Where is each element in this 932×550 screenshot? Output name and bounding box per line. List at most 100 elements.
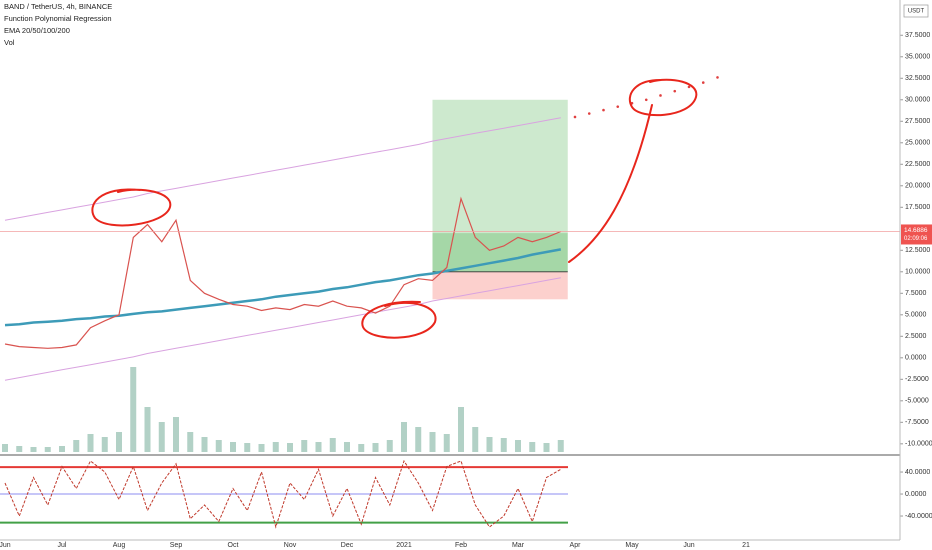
volume-bar [2, 444, 8, 452]
y-tick-label: -10.0000 [905, 441, 932, 448]
indicator-label: Function Polynomial Regression [4, 14, 112, 23]
currency-box[interactable] [903, 4, 929, 18]
plot-layer: 37.5000 35.0000 32.5000 30.0000 27.5000 25.00… [0, 32, 932, 549]
annotation-circle [628, 78, 698, 117]
volume-bar [44, 447, 51, 452]
volume-bar [144, 407, 151, 452]
volume-bar [429, 432, 436, 452]
x-tick-label: Nov [284, 542, 297, 549]
volume-bar [244, 443, 251, 452]
y-tick-label: 27.5000 [905, 118, 930, 125]
x-tick-label: May [625, 542, 639, 549]
oscillator-line [4, 459, 562, 529]
x-tick-label: Feb [455, 542, 467, 549]
x-tick-label: 21 [742, 542, 750, 549]
volume-bar [116, 432, 122, 452]
y-tick-label: 35.0000 [905, 54, 930, 61]
y-tick-label: 2.5000 [905, 333, 927, 340]
x-tick-label: Apr [570, 542, 582, 549]
y-tick-label: 12.5000 [905, 247, 930, 254]
volume-bar [543, 443, 550, 452]
projection-dot [687, 85, 691, 89]
projection-dot [701, 81, 705, 84]
y-tick-label: 10.0000 [905, 269, 930, 276]
volume-bar [187, 432, 194, 452]
projection-dot [673, 89, 677, 93]
volume-bar [130, 367, 137, 452]
y-tick-label: -40.0000 [905, 513, 932, 520]
annotation-circle [91, 188, 172, 227]
x-tick-label: Jun [0, 542, 11, 549]
volume-bar [158, 422, 165, 452]
indicator-label: Vol [4, 38, 15, 47]
x-tick-label: Jun [683, 542, 694, 549]
volume-bar [401, 422, 407, 452]
volume-bar [415, 427, 422, 452]
regression-line [4, 277, 561, 381]
volume-bar [486, 437, 493, 452]
x-tick-label: Sep [170, 542, 183, 549]
volume-bar [201, 437, 208, 452]
projection-dot [716, 76, 719, 79]
projection-dot [644, 98, 648, 102]
volume-bar [344, 442, 350, 452]
x-tick-label: Oct [228, 542, 239, 549]
volume-bar [458, 407, 464, 452]
volume-bar [101, 437, 108, 452]
volume-bar [472, 427, 479, 452]
volume-bar [215, 440, 222, 452]
volume-bar [329, 438, 336, 452]
projection-dot [587, 112, 591, 115]
volume-bar [230, 442, 236, 452]
x-tick-label: Jul [58, 542, 67, 549]
y-tick-label: 5.0000 [905, 312, 927, 319]
y-tick-label: 32.5000 [905, 75, 930, 82]
x-tick-label: Mar [512, 542, 525, 549]
volume-bar [372, 443, 379, 452]
volume-bar [529, 442, 536, 452]
y-tick-label: 25.0000 [905, 140, 930, 147]
y-tick-label: 37.5000 [905, 32, 930, 39]
annotation-circle [361, 300, 437, 339]
price-line [4, 196, 562, 349]
indicator-label: EMA 20/50/100/200 [4, 26, 70, 35]
volume-bar [59, 446, 65, 452]
projection-dot [573, 115, 577, 119]
y-tick-label: -2.5000 [905, 376, 929, 383]
x-tick-label: 2021 [396, 542, 412, 549]
volume-bar [557, 440, 564, 452]
y-tick-label: 20.0000 [905, 183, 930, 190]
volume-bar [315, 442, 322, 452]
regression-line [4, 248, 562, 327]
stop-zone [432, 271, 568, 300]
volume-bar [173, 417, 179, 452]
volume-bar [386, 440, 393, 452]
volume-bar [272, 442, 279, 452]
volume-bar [258, 444, 265, 452]
y-tick-label: 0.0000 [905, 491, 927, 498]
volume-bar [287, 443, 293, 452]
volume-bar [73, 440, 80, 452]
last-price-box [901, 224, 932, 245]
volume-bar [301, 440, 308, 452]
volume-bar [16, 446, 23, 452]
projection-dot [602, 108, 605, 112]
y-tick-label: 7.5000 [905, 290, 927, 297]
x-tick-label: Dec [341, 542, 354, 549]
projection-dot [616, 105, 620, 108]
volume-bar [87, 434, 94, 452]
y-tick-label: 22.5000 [905, 161, 930, 168]
currency-label: USDT [908, 9, 925, 15]
last-price-label: 14.6886 [904, 227, 928, 234]
regression-line [4, 117, 561, 221]
annotations [91, 78, 698, 339]
chart-title: BAND / TetherUS, 4h, BINANCE [4, 2, 112, 11]
projection-dot [659, 94, 662, 97]
volume-bar [500, 438, 507, 452]
y-tick-label: -7.5000 [905, 419, 929, 426]
y-tick-label: 0.0000 [905, 355, 927, 362]
countdown-label: 02:09:06 [904, 236, 928, 242]
y-tick-label: 30.0000 [905, 97, 930, 104]
